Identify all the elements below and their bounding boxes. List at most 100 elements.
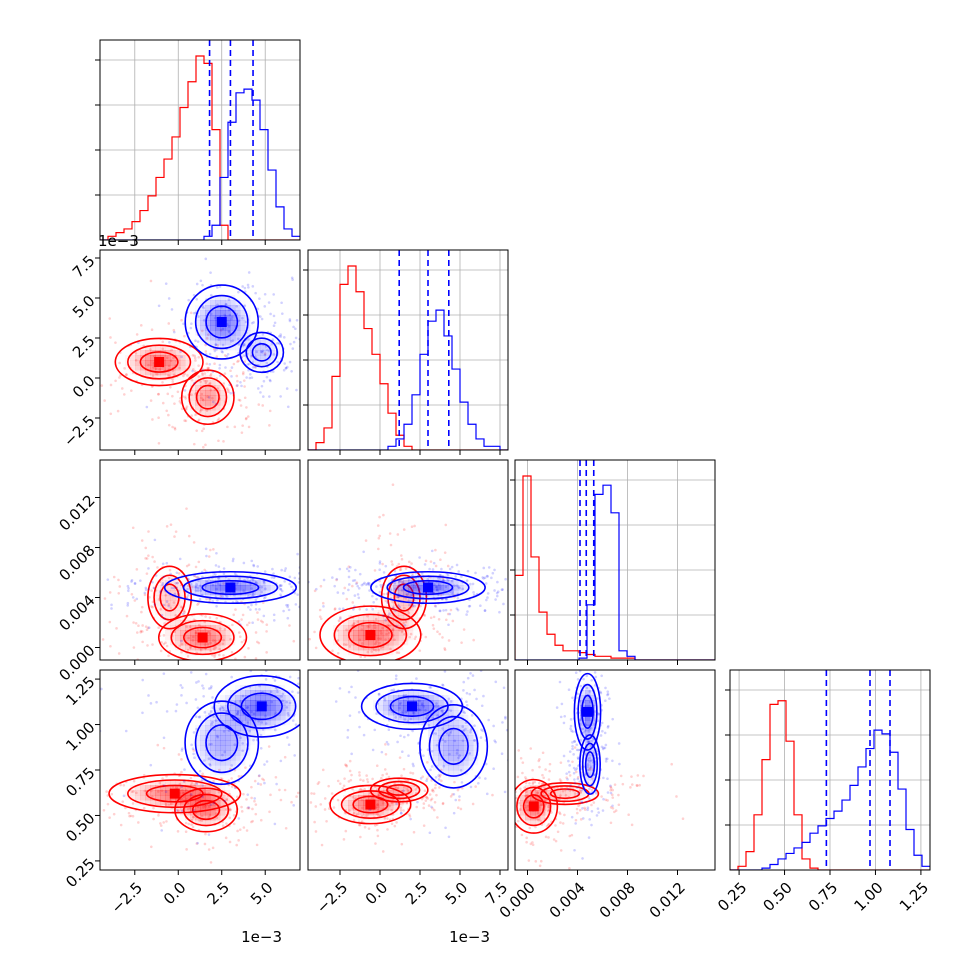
- scatter-point: [613, 783, 617, 786]
- scatter-point: [162, 736, 166, 740]
- density-cell: [220, 800, 226, 806]
- scatter-point: [272, 572, 275, 575]
- scatter-point: [409, 817, 412, 821]
- density-cell: [398, 615, 404, 621]
- scatter-point: [482, 621, 485, 624]
- scatter-point: [169, 572, 172, 576]
- scatter-point: [461, 587, 465, 591]
- density-cell: [180, 800, 186, 806]
- density-cell: [225, 710, 231, 716]
- scatter-point: [269, 379, 272, 383]
- scatter-point: [413, 586, 417, 589]
- scatter-point: [399, 579, 402, 583]
- scatter-point: [565, 772, 568, 775]
- scatter-point: [524, 777, 528, 781]
- density-cell: [348, 620, 354, 626]
- scatter-point: [436, 630, 439, 634]
- scatter-point: [394, 716, 398, 719]
- density-cell: [185, 370, 191, 376]
- scatter-point: [172, 586, 176, 590]
- contour-red: [183, 626, 223, 649]
- scatter-point: [201, 283, 204, 287]
- scatter-point: [224, 664, 227, 667]
- density-cell: [458, 720, 464, 726]
- scatter-point: [135, 791, 138, 795]
- density-cell: [185, 625, 191, 631]
- density-cell: [378, 810, 384, 816]
- density-cell: [220, 730, 226, 736]
- scatter-point: [576, 756, 580, 759]
- scatter-point: [373, 623, 377, 627]
- scatter-point: [388, 532, 392, 535]
- scatter-point: [149, 763, 153, 767]
- density-cell: [205, 730, 211, 736]
- density-cell: [525, 820, 531, 826]
- density-cell: [160, 375, 166, 381]
- scatter-point: [176, 581, 179, 585]
- scatter-point: [478, 649, 481, 652]
- density-cell: [403, 620, 409, 626]
- density-cell: [353, 630, 359, 636]
- density-cell: [403, 645, 408, 650]
- density-cell: [358, 800, 364, 806]
- scatter-point: [171, 377, 174, 381]
- scatter-point: [528, 826, 532, 830]
- histogram-red-2: [515, 475, 715, 660]
- scatter-point: [505, 728, 508, 732]
- scatter-point: [165, 774, 168, 778]
- scatter-point: [132, 646, 136, 649]
- scatter-point: [191, 353, 195, 357]
- density-cell: [265, 345, 271, 351]
- scatter-point: [525, 790, 528, 794]
- scatter-point: [366, 778, 369, 781]
- density-cell: [220, 645, 226, 651]
- scatter-point: [214, 573, 217, 576]
- density-cell: [590, 730, 596, 736]
- scatter-point: [201, 368, 204, 372]
- scatter-point: [135, 631, 139, 634]
- scatter-point: [243, 639, 246, 642]
- scatter-point: [171, 380, 175, 383]
- scatter-point: [380, 585, 383, 589]
- scatter-point: [257, 662, 260, 665]
- contour-blue: [419, 704, 489, 789]
- density-cell: [565, 790, 571, 796]
- scatter-point: [228, 313, 232, 317]
- scatter-point: [157, 814, 160, 817]
- density-cell: [230, 300, 236, 306]
- x-tick-label: 5.0: [247, 879, 277, 909]
- scatter-point: [336, 798, 340, 802]
- scatter-point: [239, 623, 242, 626]
- scatter-point: [433, 583, 436, 586]
- density-cell: [285, 695, 291, 701]
- scatter-point: [244, 320, 248, 324]
- density-cell: [383, 635, 389, 641]
- scatter-point: [378, 515, 381, 519]
- density-cell: [210, 720, 216, 726]
- density-cell: [210, 585, 216, 591]
- scatter-point: [195, 282, 199, 286]
- scatter-point: [213, 655, 216, 659]
- scatter-point: [320, 736, 323, 739]
- scatter-point: [252, 556, 255, 559]
- scatter-point: [440, 779, 443, 783]
- scatter-point: [237, 359, 240, 363]
- scatter-point: [338, 607, 341, 611]
- scatter-point: [593, 671, 597, 674]
- scatter-point: [366, 650, 370, 654]
- scatter-point: [102, 808, 106, 812]
- scatter-point: [547, 822, 551, 826]
- density-cell: [180, 645, 186, 651]
- scatter-point: [279, 395, 282, 398]
- density-cell: [225, 800, 231, 806]
- scatter-point: [203, 643, 207, 646]
- density-cell: [200, 580, 206, 586]
- scatter-point: [314, 760, 317, 763]
- density-cell: [200, 755, 206, 761]
- scatter-point: [345, 628, 348, 632]
- density-cell: [140, 785, 146, 791]
- scatter-point: [418, 556, 421, 559]
- panel-2-2: [514, 459, 716, 661]
- density-cell: [230, 335, 236, 341]
- scatter-point: [538, 864, 542, 868]
